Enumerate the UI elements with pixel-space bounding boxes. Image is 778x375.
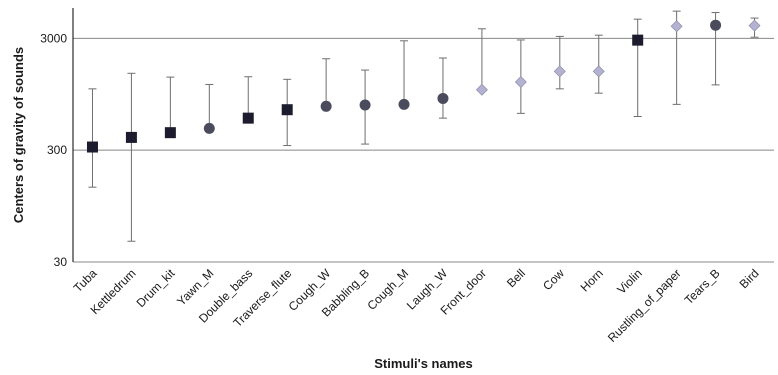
marker-double-bass bbox=[242, 112, 254, 124]
x-tick-labels: TubaKettledrumDrum_kitYawn_MDouble_bassT… bbox=[71, 266, 762, 345]
marker-front-door bbox=[475, 83, 488, 96]
marker-violin bbox=[632, 34, 644, 46]
x-tick-label-horn: Horn bbox=[578, 266, 606, 294]
marker-bird bbox=[748, 19, 761, 32]
marker-traverse-flute bbox=[281, 104, 293, 116]
y-tick-label-30: 30 bbox=[54, 255, 68, 269]
x-tick-label-cow: Cow bbox=[540, 266, 567, 293]
marker-tears-b bbox=[710, 19, 722, 31]
y-axis-title: Centers of gravity of sounds bbox=[11, 47, 26, 223]
marker-cough-w bbox=[320, 100, 332, 112]
x-axis-title: Stimuli's names bbox=[374, 356, 472, 371]
x-tick-label-tuba: Tuba bbox=[71, 266, 100, 295]
marker-yawn-m bbox=[203, 122, 215, 134]
y-tick-label-300: 300 bbox=[47, 143, 67, 157]
x-tick-label-bell: Bell bbox=[504, 266, 528, 290]
x-tick-label-violin: Violin bbox=[614, 266, 645, 297]
data-markers bbox=[86, 19, 761, 153]
marker-bell bbox=[514, 76, 527, 89]
error-bars bbox=[88, 10, 759, 242]
x-tick-label-rustling-of-paper: Rustling_of_paper bbox=[605, 266, 684, 345]
marker-cough-m bbox=[398, 98, 410, 110]
marker-horn bbox=[592, 65, 605, 78]
y-tick-label-3000: 3000 bbox=[40, 31, 67, 45]
marker-laugh-w bbox=[437, 92, 449, 104]
marker-kettledrum bbox=[125, 131, 137, 143]
x-tick-label-tears-b: Tears_B bbox=[682, 266, 723, 307]
marker-drum-kit bbox=[164, 127, 176, 139]
x-tick-label-drum-kit: Drum_kit bbox=[134, 266, 178, 310]
marker-rustling-of-paper bbox=[670, 20, 683, 33]
x-tick-label-bird: Bird bbox=[737, 266, 762, 291]
marker-tuba bbox=[86, 141, 98, 153]
marker-cow bbox=[553, 65, 566, 78]
marker-babbling-b bbox=[359, 99, 371, 111]
x-tick-label-cough-m: Cough_M bbox=[364, 266, 411, 313]
gridlines bbox=[73, 37, 774, 263]
y-tick-labels: 30 300 3000 bbox=[40, 31, 67, 269]
